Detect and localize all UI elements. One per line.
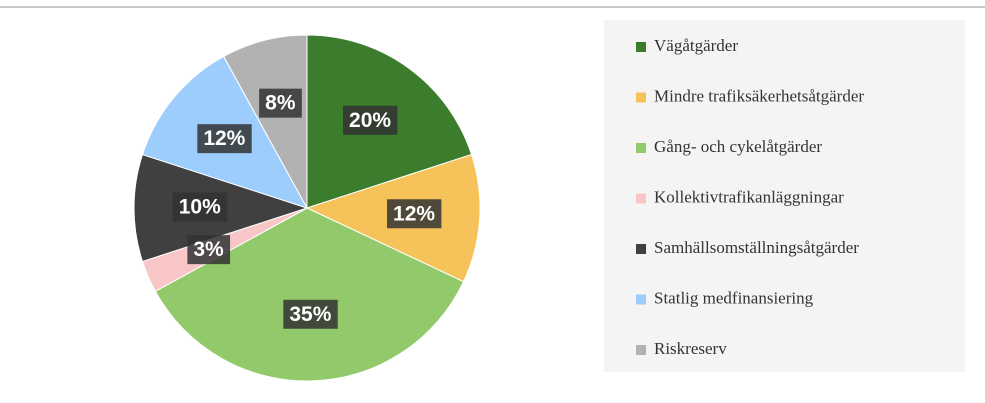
legend-label: Vägåtgärder — [654, 36, 738, 55]
legend-label: Statlig medfinansiering — [654, 288, 814, 307]
legend-swatch — [636, 143, 646, 153]
data-label-bg — [343, 105, 398, 135]
data-label: 20% — [349, 109, 391, 132]
legend-swatch — [636, 345, 646, 355]
data-label: 8% — [265, 92, 296, 115]
data-label-bg — [172, 192, 228, 222]
legend-box — [604, 20, 965, 372]
data-label: 3% — [193, 238, 224, 261]
legend-swatch — [636, 92, 646, 103]
legend-label: Kollektivtrafikanläggningar — [654, 187, 844, 206]
legend-swatch — [636, 294, 646, 305]
legend-label: Riskreserv — [654, 339, 727, 358]
legend-label: Mindre trafiksäkerhetsåtgärder — [654, 86, 864, 105]
legend-label: Gång- och cykelåtgärder — [654, 137, 822, 156]
data-label: 12% — [393, 202, 435, 225]
pie-slice — [154, 207, 465, 382]
legend-swatch — [636, 244, 646, 254]
data-label-bg — [187, 235, 231, 265]
legend-swatch — [636, 193, 646, 204]
data-label-bg — [259, 88, 302, 118]
data-label: 12% — [203, 127, 245, 150]
data-label: 10% — [179, 196, 221, 219]
pie-slice — [222, 34, 308, 209]
data-label-bg — [197, 124, 252, 154]
data-label-bg — [387, 199, 442, 229]
data-label: 35% — [289, 303, 331, 326]
data-label-bg — [283, 299, 338, 329]
legend-label: Samhällsomställningsåtgärder — [654, 238, 859, 257]
legend-swatch — [636, 42, 646, 52]
